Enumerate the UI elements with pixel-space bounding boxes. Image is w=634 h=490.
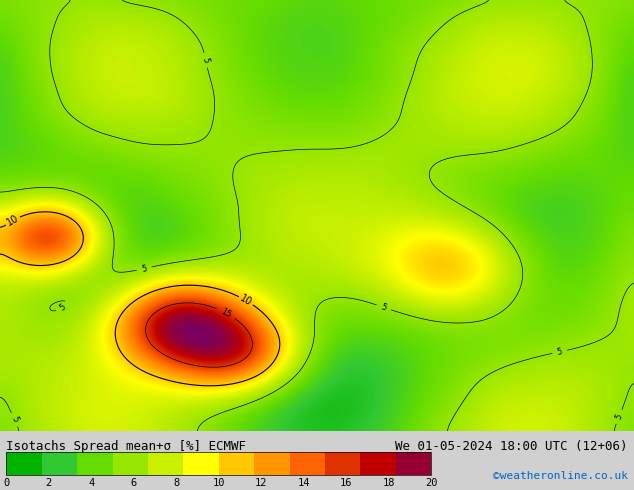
- Text: 18: 18: [382, 478, 395, 488]
- Text: 20: 20: [425, 478, 437, 488]
- Text: 16: 16: [340, 478, 353, 488]
- Bar: [113, 452, 148, 475]
- Bar: [183, 452, 219, 475]
- Text: 10: 10: [238, 293, 254, 308]
- Bar: [42, 452, 77, 475]
- Text: 10: 10: [212, 478, 225, 488]
- Text: 8: 8: [173, 478, 179, 488]
- Bar: [325, 452, 360, 475]
- Text: 15: 15: [219, 307, 233, 319]
- Text: 10: 10: [5, 214, 20, 228]
- Text: 5: 5: [141, 264, 148, 273]
- Bar: [6, 452, 431, 475]
- Text: 5: 5: [614, 413, 624, 421]
- Text: 5: 5: [58, 302, 68, 312]
- Text: 5: 5: [380, 302, 388, 313]
- Text: We 01-05-2024 18:00 UTC (12+06): We 01-05-2024 18:00 UTC (12+06): [395, 440, 628, 453]
- Bar: [6, 452, 42, 475]
- Text: 6: 6: [131, 478, 137, 488]
- Bar: [396, 452, 431, 475]
- Bar: [290, 452, 325, 475]
- Text: 5: 5: [10, 416, 20, 424]
- Text: Isotachs Spread mean+σ [%] ECMWF: Isotachs Spread mean+σ [%] ECMWF: [6, 440, 247, 453]
- Text: 4: 4: [88, 478, 94, 488]
- Text: 5: 5: [201, 57, 210, 64]
- Bar: [77, 452, 113, 475]
- Text: 2: 2: [46, 478, 52, 488]
- Text: 5: 5: [556, 347, 563, 357]
- Bar: [360, 452, 396, 475]
- Bar: [254, 452, 290, 475]
- Bar: [148, 452, 183, 475]
- Text: 14: 14: [297, 478, 310, 488]
- Text: ©weatheronline.co.uk: ©weatheronline.co.uk: [493, 471, 628, 481]
- Text: 0: 0: [3, 478, 10, 488]
- Bar: [219, 452, 254, 475]
- Text: 12: 12: [255, 478, 268, 488]
